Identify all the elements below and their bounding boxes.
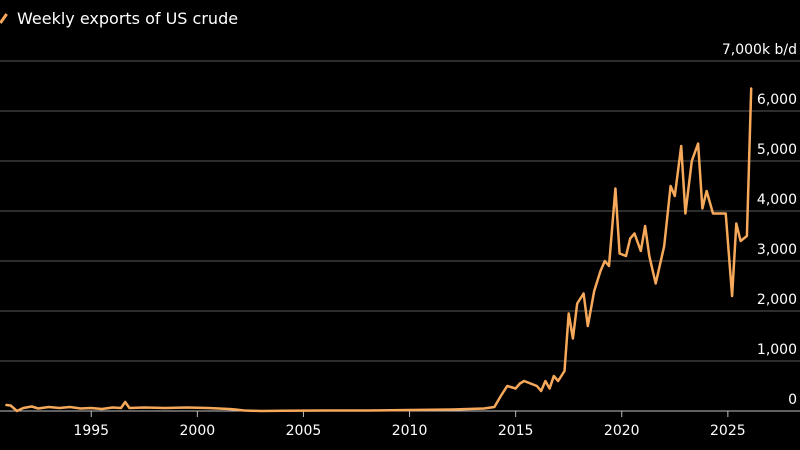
legend-swatch bbox=[0, 12, 8, 24]
y-tick-label: 1,000 bbox=[757, 342, 797, 358]
y-tick-label: 4,000 bbox=[757, 192, 797, 208]
y-tick-label: 5,000 bbox=[757, 142, 797, 158]
y-tick-label: 0 bbox=[788, 392, 797, 408]
x-tick-label: 2020 bbox=[604, 423, 640, 439]
y-axis-tick-labels: 0 1,000 2,000 3,000 4,000 5,000 6,000 7,000k b/… bbox=[722, 42, 797, 408]
y-tick-label: 2,000 bbox=[757, 292, 797, 308]
gridlines bbox=[0, 60, 800, 362]
y-tick-label: 6,000 bbox=[757, 92, 797, 108]
x-axis-ticks: 1995 2000 2005 2010 2015 2020 2025 bbox=[73, 411, 746, 439]
x-tick-label: 2010 bbox=[392, 423, 428, 439]
x-tick-label: 2000 bbox=[180, 423, 216, 439]
x-tick-label: 2005 bbox=[286, 423, 322, 439]
series-layer bbox=[5, 87, 753, 413]
legend: Weekly exports of US crude bbox=[0, 6, 238, 30]
y-tick-label: 3,000 bbox=[757, 242, 797, 258]
x-tick-label: 2025 bbox=[710, 423, 746, 439]
legend-label: Weekly exports of US crude bbox=[17, 8, 239, 28]
y-tick-label: 7,000k b/d bbox=[722, 42, 797, 58]
x-tick-label: 2015 bbox=[498, 423, 534, 439]
x-tick-label: 1995 bbox=[73, 423, 109, 439]
series-line bbox=[5, 87, 753, 413]
